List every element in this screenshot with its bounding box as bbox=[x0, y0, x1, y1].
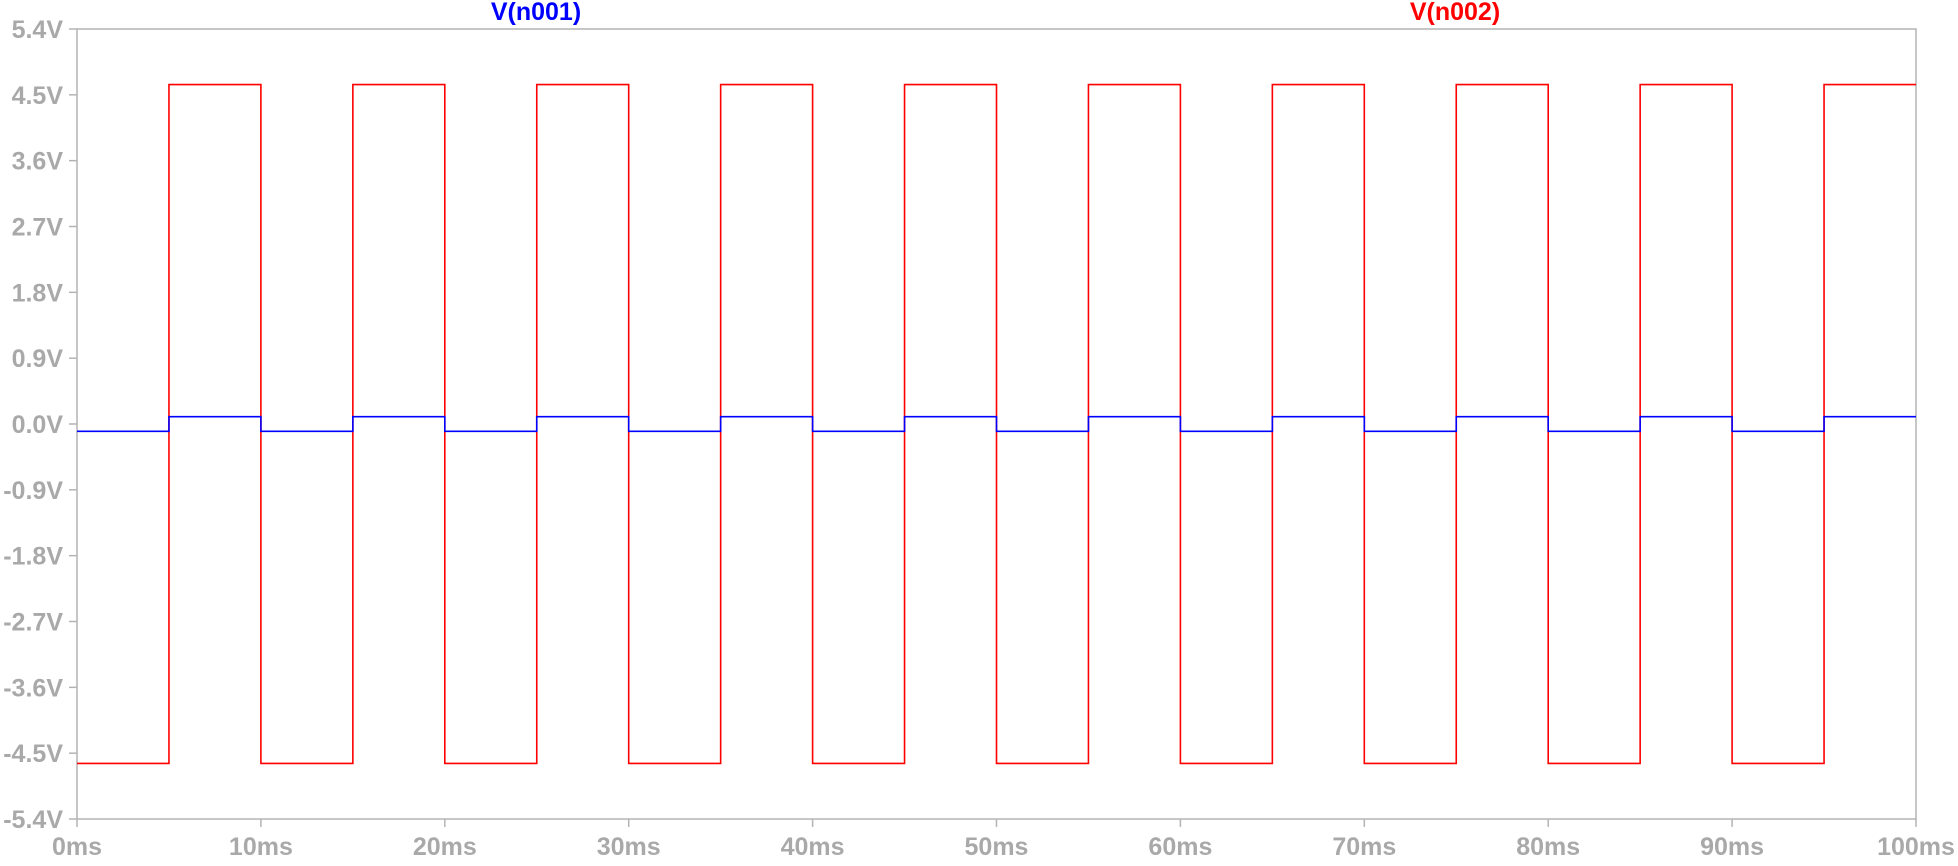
x-tick-label: 100ms bbox=[1877, 833, 1955, 861]
y-tick-label: 4.5V bbox=[12, 82, 64, 110]
y-tick-label: 5.4V bbox=[12, 16, 64, 44]
x-tick-label: 40ms bbox=[781, 833, 845, 861]
x-tick-label: 50ms bbox=[965, 833, 1029, 861]
x-tick-label: 90ms bbox=[1700, 833, 1764, 861]
series-line-v-n001 bbox=[77, 415, 1916, 433]
y-tick-label: -0.9V bbox=[3, 477, 63, 505]
x-tick-label: 10ms bbox=[229, 833, 293, 861]
y-tick-label: -4.5V bbox=[3, 740, 63, 768]
y-tick-label: -5.4V bbox=[3, 806, 63, 834]
y-axis: 5.4V 4.5V 3.6V 2.7V 1.8V 0.9V 0.0V -0.9V -1.8V -2… bbox=[3, 16, 77, 834]
y-tick-label: 0.9V bbox=[12, 345, 64, 373]
legend-label-v-n001: V(n001) bbox=[491, 0, 581, 26]
legend: V(n001) V(n002) bbox=[491, 0, 1500, 26]
y-tick-label: 1.8V bbox=[12, 279, 64, 307]
y-tick-label: -3.6V bbox=[3, 674, 63, 702]
series-layer bbox=[77, 83, 1916, 765]
legend-label-v-n002: V(n002) bbox=[1410, 0, 1500, 26]
y-tick-label: 2.7V bbox=[12, 214, 64, 242]
x-tick-label: 20ms bbox=[413, 833, 477, 861]
x-axis: 0ms 10ms 20ms 30ms 40ms 50ms 60ms 70ms 80ms 90ms 1… bbox=[52, 819, 1955, 861]
x-tick-label: 60ms bbox=[1148, 833, 1212, 861]
y-tick-label: 0.0V bbox=[12, 411, 64, 439]
y-tick-label: -1.8V bbox=[3, 543, 63, 571]
y-tick-label: 3.6V bbox=[12, 148, 64, 176]
x-tick-label: 30ms bbox=[597, 833, 661, 861]
x-tick-label: 80ms bbox=[1516, 833, 1580, 861]
y-tick-label: -2.7V bbox=[3, 609, 63, 637]
x-tick-label: 70ms bbox=[1332, 833, 1396, 861]
x-tick-label: 0ms bbox=[52, 833, 102, 861]
